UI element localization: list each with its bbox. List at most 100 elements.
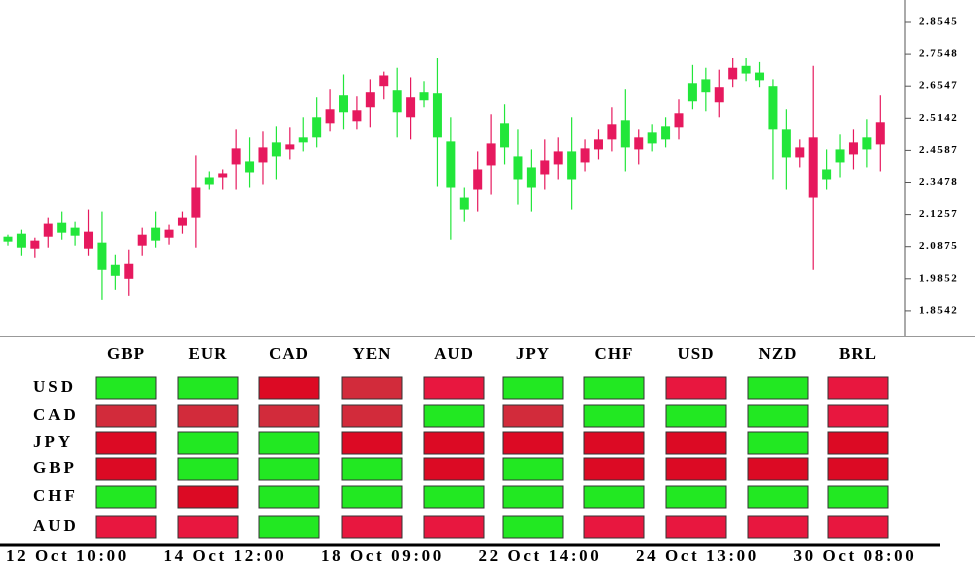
signal-cell [665,457,727,481]
candle-body [862,137,872,150]
signal-cell [177,485,239,509]
candle-body [352,110,362,122]
signal-cell [95,515,157,539]
candle-body [567,151,577,180]
signal-cell [665,515,727,539]
signal-cell [258,376,320,400]
signal-cell [177,431,239,455]
candle-body [339,95,348,113]
candle-body [593,139,603,150]
row-label: AUD [33,516,79,535]
candle-body [325,109,335,124]
column-header: YEN [353,344,392,363]
candle-body [271,142,281,157]
candle-body [875,122,885,145]
candle-body [70,227,80,236]
signal-cell [747,431,809,455]
signal-cell [502,457,564,481]
candle-body [137,234,147,246]
signal-cell [583,404,645,428]
row-label: JPY [33,432,73,451]
signal-cell [341,404,403,428]
candle-body [835,149,845,163]
candle-body [218,173,228,178]
candle-body [781,129,791,158]
candle-body [620,120,630,148]
candle-body [674,113,684,128]
candle-body [406,97,416,118]
signal-cell [423,431,485,455]
signal-cell [423,515,485,539]
signal-cell [583,485,645,509]
candle-body [540,160,550,175]
signal-cell [827,515,889,539]
candle-body [701,79,711,93]
candle-body [661,126,671,140]
signal-cell [341,431,403,455]
signal-cell [583,376,645,400]
y-tick-label: 2.1257 [919,208,958,220]
signal-cell [502,515,564,539]
candle-body [124,263,134,279]
candle-body [808,137,818,198]
candle-body [634,137,644,150]
candle-body [16,233,26,248]
signal-cell [665,404,727,428]
y-tick-label: 2.4587 [919,144,958,156]
candle-body [687,83,697,102]
candle-body [728,67,738,80]
candle-body [553,151,563,165]
x-label: 30 Oct 08:00 [794,546,917,565]
candle-body [446,141,456,188]
candle-body [191,187,201,218]
candle-body [231,148,241,165]
signal-cell [423,376,485,400]
candle-body [473,169,483,190]
signal-cell [747,515,809,539]
candle-body [526,167,536,188]
candle-body [43,223,53,237]
candle-body [97,242,107,270]
candle-body [795,147,805,158]
candle-body [392,90,402,113]
candle-body [755,72,765,81]
signal-cell [665,431,727,455]
column-header: GBP [107,344,145,363]
candle-body [204,177,214,185]
candle-body [500,123,510,148]
y-tick-label: 2.8545 [919,16,958,28]
signal-cell [747,376,809,400]
candle-body [768,86,778,130]
signal-cell [583,515,645,539]
column-header: USD [677,344,714,363]
candle-body [285,144,295,150]
signal-cell [177,376,239,400]
candle-body [419,92,429,101]
signal-cell [827,457,889,481]
candle-body [3,236,13,242]
candle-body [714,87,724,103]
x-label: 12 Oct 10:00 [6,546,129,565]
signal-cell [341,376,403,400]
row-label: USD [33,377,76,396]
candle-body [84,231,94,249]
column-header: JPY [516,344,550,363]
signal-cell [827,485,889,509]
signal-cell [258,457,320,481]
signal-cell [827,404,889,428]
x-label: 24 Oct 13:00 [636,546,759,565]
signal-cell [423,485,485,509]
column-header: AUD [434,344,474,363]
candle-body [151,227,161,241]
candle-body [379,75,389,87]
candle-body [513,156,523,180]
signal-cell [177,404,239,428]
x-label: 22 Oct 14:00 [479,546,602,565]
signal-cell [665,376,727,400]
candle-body [110,264,120,276]
candle-body [245,161,255,173]
candle-body [177,217,187,226]
column-header: CAD [269,344,309,363]
y-tick-label: 2.5142 [919,112,958,124]
